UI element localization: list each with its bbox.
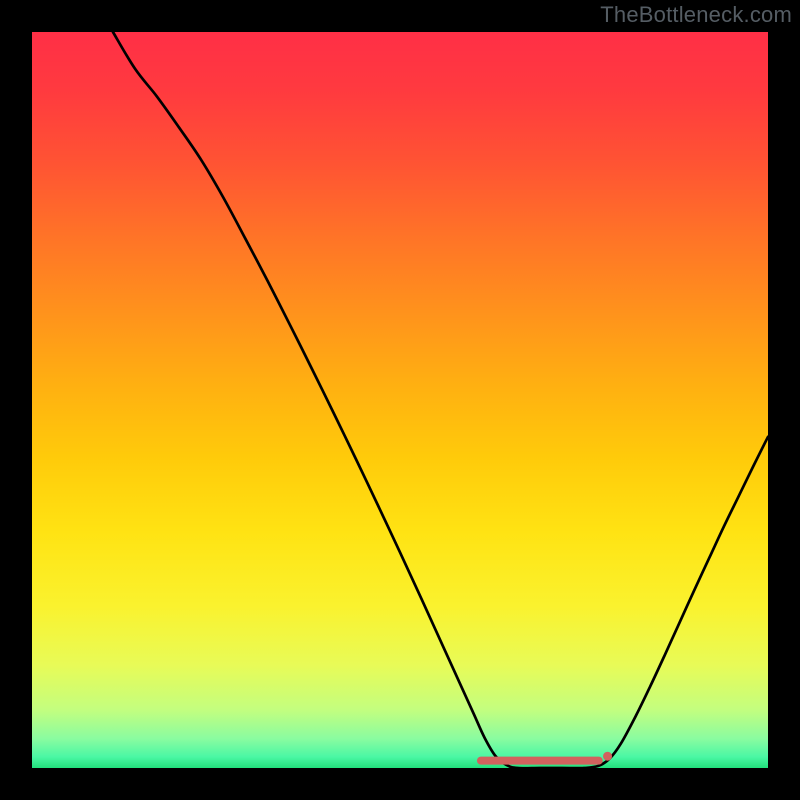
chart-svg <box>0 0 800 800</box>
gradient-background <box>32 32 768 768</box>
bottleneck-chart: TheBottleneck.com <box>0 0 800 800</box>
optimal-point-marker <box>603 752 612 761</box>
watermark-text: TheBottleneck.com <box>600 2 792 28</box>
